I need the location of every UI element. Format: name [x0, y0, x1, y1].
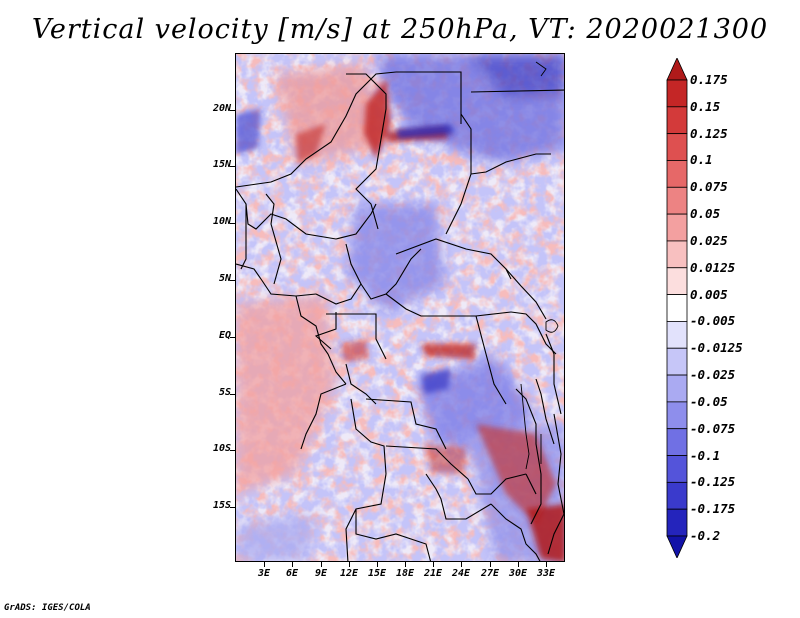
lat-tick [230, 394, 235, 395]
colorbar-segment [666, 401, 688, 430]
colorbar-label: 0.005 [690, 286, 728, 302]
colorbar-label: -0.025 [690, 367, 736, 383]
colorbar-segment [666, 133, 688, 161]
lon-label-9e: 9E [314, 568, 328, 579]
lat-label-20n: 20N [212, 103, 231, 114]
colorbar-label: -0.1 [690, 447, 721, 463]
lat-tick [230, 507, 235, 508]
lon-label-6e: 6E [285, 568, 299, 579]
colorbar [666, 58, 688, 558]
map-title: Vertical velocity [m/s] at 250hPa, VT: 2… [31, 14, 769, 45]
lon-tick [321, 562, 322, 567]
map-plot-area [235, 53, 565, 562]
lon-label-27e: 27E [480, 568, 500, 579]
colorbar-label: 0.075 [690, 179, 728, 195]
colorbar-segment [666, 321, 688, 349]
lat-label-15n: 15N [212, 159, 231, 170]
colorbar-label: 0.1 [690, 152, 713, 168]
lon-tick [349, 562, 350, 567]
lat-label-10s: 10S [212, 443, 231, 454]
colorbar-top-arrow [666, 58, 688, 81]
colorbar-label: 0.125 [690, 125, 728, 141]
lon-tick [377, 562, 378, 567]
colorbar-segment [666, 213, 688, 242]
lon-label-33e: 33E [536, 568, 556, 579]
colorbar-label: -0.2 [690, 528, 721, 543]
colorbar-label: -0.005 [690, 313, 736, 329]
lon-tick [264, 562, 265, 567]
colorbar-label: 0.15 [690, 98, 721, 114]
lon-label-30e: 30E [508, 568, 528, 579]
colorbar-segment [666, 160, 688, 188]
colorbar-segment [666, 481, 688, 510]
lat-label-5s: 5S [218, 387, 231, 398]
colorbar-label: -0.0125 [690, 340, 743, 356]
lon-tick [518, 562, 519, 567]
lat-tick [230, 110, 235, 111]
colorbar-segment [666, 294, 688, 322]
colorbar-bottom-arrow [666, 535, 688, 558]
lon-tick [292, 562, 293, 567]
lon-tick [405, 562, 406, 567]
lon-label-18e: 18E [395, 568, 415, 579]
colorbar-label: 0.05 [690, 206, 721, 222]
lat-tick [230, 280, 235, 281]
lat-label-5n: 5N [218, 273, 231, 284]
colorbar-label: -0.075 [690, 420, 736, 436]
lon-tick [461, 562, 462, 567]
colorbar-segment [666, 455, 688, 483]
colorbar-segment [666, 267, 688, 295]
lon-tick [490, 562, 491, 567]
colorbar-segment [666, 347, 688, 376]
colorbar-label: 0.175 [690, 72, 728, 87]
colorbar-segment [666, 106, 688, 135]
lat-tick [230, 166, 235, 167]
lon-label-12e: 12E [339, 568, 359, 579]
velocity-field [236, 54, 564, 561]
lat-label-10n: 10N [212, 216, 231, 227]
lon-tick [433, 562, 434, 567]
colorbar-label: 0.025 [690, 232, 728, 248]
colorbar-segment [666, 79, 688, 108]
grads-credit: GrADS: IGES/COLA [4, 603, 91, 613]
colorbar-segment [666, 508, 688, 537]
lon-tick [546, 562, 547, 567]
lon-label-3e: 3E [257, 568, 271, 579]
lat-tick [230, 223, 235, 224]
lon-label-15e: 15E [367, 568, 387, 579]
colorbar-label: -0.175 [690, 501, 736, 517]
colorbar-segment [666, 240, 688, 269]
colorbar-label: -0.05 [690, 393, 728, 409]
lon-label-24e: 24E [451, 568, 471, 579]
lat-tick [230, 450, 235, 451]
colorbar-label: -0.125 [690, 474, 736, 490]
colorbar-segment [666, 374, 688, 403]
lat-label-15s: 15S [212, 500, 231, 511]
colorbar-segment [666, 186, 688, 215]
lat-tick [230, 337, 235, 338]
lon-label-21e: 21E [423, 568, 443, 579]
colorbar-label: 0.0125 [690, 259, 736, 275]
country-borders [236, 71, 564, 561]
colorbar-segment [666, 428, 688, 456]
lat-label-eq: EQ [218, 330, 231, 341]
